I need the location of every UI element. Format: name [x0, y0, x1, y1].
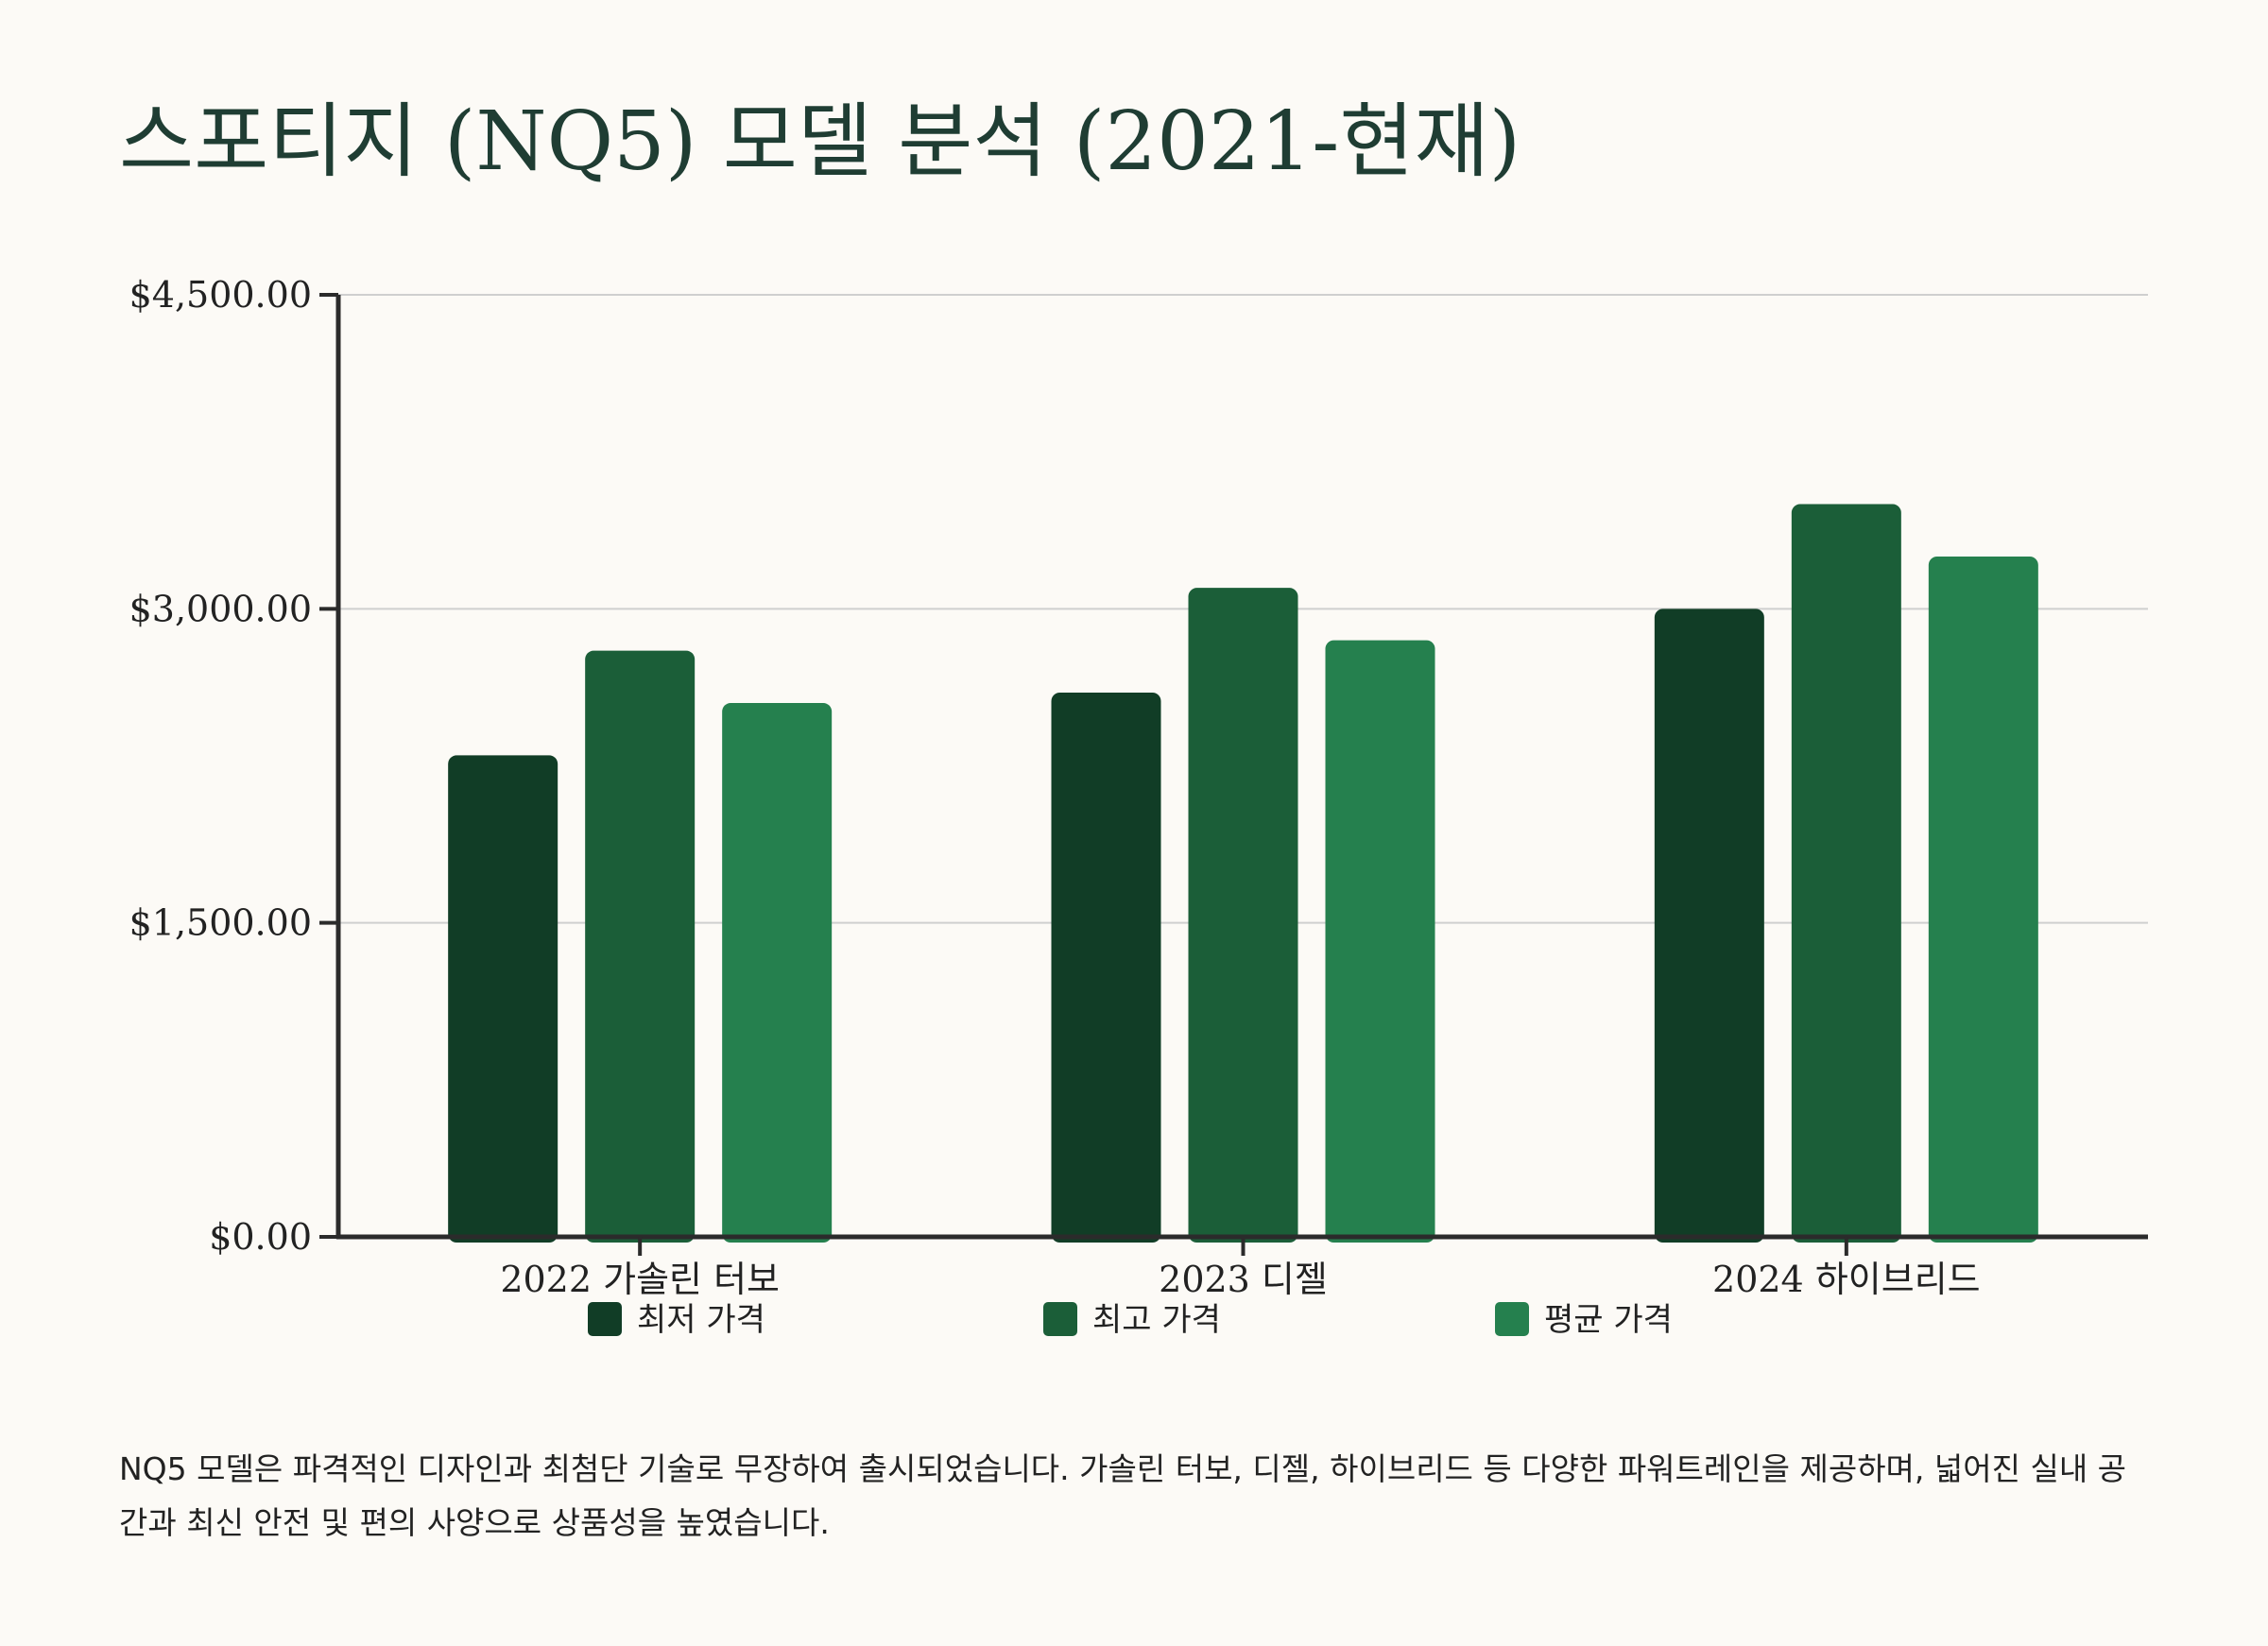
legend-swatch — [1495, 1302, 1529, 1336]
y-tick-label: $0.00 — [209, 1216, 312, 1258]
bar — [1654, 609, 1764, 1243]
x-ticks: 2022 가솔린 터보 2023 디젤 2024 하이브리드 — [500, 1237, 1981, 1300]
x-tick-label: 2024 하이브리드 — [1712, 1259, 1981, 1300]
legend-label: 평균 가격 — [1544, 1301, 1673, 1339]
bar — [1188, 588, 1298, 1243]
bar — [722, 703, 833, 1243]
y-ticks: $0.00 $1,500.00 $3,000.00 $4,500.00 — [129, 274, 338, 1258]
legend: 최저 가격 최고 가격 평균 가격 — [588, 1301, 1673, 1339]
legend-swatch — [588, 1302, 622, 1336]
x-tick-label: 2023 디젤 — [1159, 1259, 1328, 1300]
chart-description: NQ5 모델은 파격적인 디자인과 최첨단 기술로 무장하여 출시되었습니다. … — [119, 1450, 2127, 1541]
y-tick-label: $3,000.00 — [129, 588, 312, 629]
legend-swatch — [1043, 1302, 1077, 1336]
bar — [1791, 504, 1901, 1243]
bar — [448, 755, 558, 1243]
bar — [1928, 556, 2038, 1243]
legend-label: 최저 가격 — [637, 1301, 765, 1339]
y-tick-label: $4,500.00 — [129, 274, 312, 316]
page-title: 스포티지 (NQ5) 모델 분석 (2021-현재) — [119, 94, 1521, 189]
bar-chart: $0.00 $1,500.00 $3,000.00 $4,500.00 2022 가솔… — [129, 274, 2148, 1339]
bar — [585, 650, 696, 1243]
legend-label: 최고 가격 — [1092, 1301, 1221, 1339]
bar — [1325, 640, 1435, 1243]
bars — [448, 504, 2038, 1243]
bar — [1051, 692, 1161, 1243]
x-tick-label: 2022 가솔린 터보 — [500, 1259, 780, 1300]
y-tick-label: $1,500.00 — [129, 902, 312, 944]
